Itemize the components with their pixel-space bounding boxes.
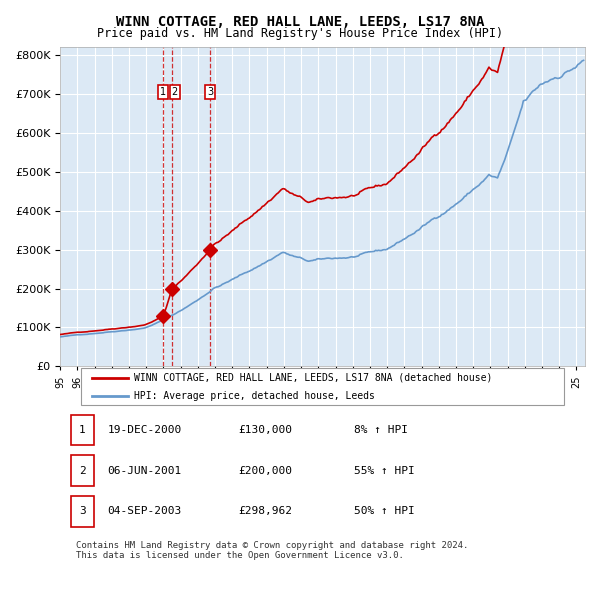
Text: 2: 2	[79, 466, 86, 476]
Text: 2: 2	[172, 87, 178, 97]
Text: Contains HM Land Registry data © Crown copyright and database right 2024.
This d: Contains HM Land Registry data © Crown c…	[76, 540, 469, 560]
Text: 19-DEC-2000: 19-DEC-2000	[107, 425, 182, 435]
Text: £200,000: £200,000	[239, 466, 293, 476]
Text: 1: 1	[160, 87, 167, 97]
Text: 50% ↑ HPI: 50% ↑ HPI	[354, 506, 415, 516]
FancyBboxPatch shape	[71, 415, 94, 445]
Text: 06-JUN-2001: 06-JUN-2001	[107, 466, 182, 476]
Text: 3: 3	[207, 87, 213, 97]
Text: HPI: Average price, detached house, Leeds: HPI: Average price, detached house, Leed…	[134, 391, 374, 401]
Text: £130,000: £130,000	[239, 425, 293, 435]
FancyBboxPatch shape	[71, 455, 94, 486]
Text: 55% ↑ HPI: 55% ↑ HPI	[354, 466, 415, 476]
Text: 1: 1	[79, 425, 86, 435]
Text: Price paid vs. HM Land Registry's House Price Index (HPI): Price paid vs. HM Land Registry's House …	[97, 27, 503, 40]
Text: £298,962: £298,962	[239, 506, 293, 516]
Text: 3: 3	[79, 506, 86, 516]
FancyBboxPatch shape	[71, 496, 94, 527]
Text: WINN COTTAGE, RED HALL LANE, LEEDS, LS17 8NA: WINN COTTAGE, RED HALL LANE, LEEDS, LS17…	[116, 15, 484, 29]
FancyBboxPatch shape	[81, 368, 564, 405]
Text: 8% ↑ HPI: 8% ↑ HPI	[354, 425, 408, 435]
Text: WINN COTTAGE, RED HALL LANE, LEEDS, LS17 8NA (detached house): WINN COTTAGE, RED HALL LANE, LEEDS, LS17…	[134, 373, 492, 383]
Text: 04-SEP-2003: 04-SEP-2003	[107, 506, 182, 516]
